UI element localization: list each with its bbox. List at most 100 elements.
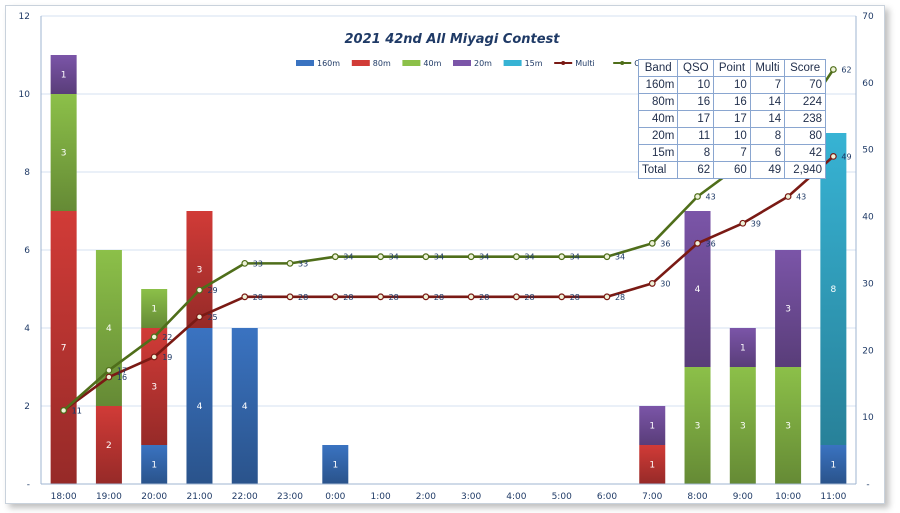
point-QSO	[241, 259, 249, 267]
x-tick-label: 0:00	[325, 492, 345, 502]
point-QSO	[422, 253, 430, 261]
point-label-QSO: 62	[841, 65, 851, 74]
bar-80m	[141, 328, 168, 445]
cell-point: 16	[713, 93, 751, 111]
cell-total-multi: 49	[749, 161, 786, 179]
legend-label-20m: 20m	[474, 59, 492, 68]
point-Multi	[422, 293, 430, 301]
x-tick-label: 10:00	[775, 492, 801, 502]
x-tick-label: 3:00	[461, 492, 481, 502]
point-QSO	[467, 253, 475, 261]
legend-swatch-40m	[402, 60, 421, 66]
point-Multi	[150, 353, 158, 361]
bar-40m	[684, 367, 711, 484]
cell-qso: 11	[677, 127, 715, 145]
table-row: 20m 11 10 8 80	[637, 127, 826, 145]
cell-point: 17	[713, 110, 751, 128]
bar-160m	[141, 445, 168, 484]
bar-value-label: 3	[695, 422, 701, 432]
point-label-QSO: 33	[298, 259, 308, 268]
x-tick-label: 11:00	[820, 492, 846, 502]
y2-tick-label: 40	[862, 213, 874, 223]
bar-80m	[186, 211, 213, 328]
bar-20m	[775, 250, 802, 367]
point-QSO	[196, 286, 203, 294]
legend-label-40m: 40m	[423, 59, 441, 68]
point-QSO	[513, 253, 520, 261]
cell-point: 7	[713, 144, 751, 162]
point-Multi	[558, 293, 566, 301]
point-label-Multi: 19	[162, 353, 172, 362]
x-tick-label: 6:00	[597, 492, 617, 502]
bar-value-label: 1	[332, 461, 338, 471]
bar-value-label: 3	[740, 422, 746, 432]
point-label-Multi: 28	[253, 293, 263, 302]
col-header-band: Band	[637, 59, 679, 77]
score-table-header-row: Band QSO Point Multi Score	[637, 59, 826, 77]
bar-value-label: 3	[197, 266, 203, 276]
cell-total-label: Total	[637, 161, 679, 179]
legend: 160m80m40m20m15mMultiQSO	[296, 59, 652, 68]
legend-label-15m: 15m	[525, 59, 543, 68]
cell-multi: 14	[749, 110, 786, 128]
col-header-score: Score	[784, 59, 826, 77]
x-tick-label: 21:00	[187, 492, 213, 502]
cell-qso: 10	[677, 76, 715, 94]
point-label-Multi: 49	[841, 152, 851, 161]
table-total-row: Total 62 60 49 2,940	[637, 161, 826, 179]
bar-20m	[50, 55, 77, 94]
bar-15m	[820, 133, 847, 445]
cell-band: 15m	[637, 144, 679, 162]
bar-40m	[141, 289, 168, 328]
point-Multi	[784, 193, 792, 200]
point-label-QSO: 36	[660, 239, 670, 248]
point-label-Multi: 28	[479, 293, 489, 302]
point-Multi	[648, 280, 656, 287]
x-tick-label: 18:00	[51, 492, 77, 502]
bar-80m	[50, 211, 77, 484]
x-tick-label: 2:00	[416, 492, 436, 502]
point-Multi	[739, 219, 747, 227]
point-QSO	[286, 259, 294, 267]
cell-band: 20m	[637, 127, 679, 145]
point-QSO	[377, 253, 384, 261]
point-label-QSO: 17	[117, 366, 127, 375]
col-header-multi: Multi	[749, 59, 786, 77]
cell-total-qso: 62	[677, 161, 715, 179]
bar-value-label: 1	[649, 422, 655, 432]
point-Multi	[603, 293, 611, 301]
cell-qso: 8	[677, 144, 715, 162]
point-label-Multi: 28	[434, 293, 444, 302]
y-tick-label: 6	[24, 246, 30, 256]
point-label-QSO: 33	[253, 259, 263, 268]
point-QSO	[829, 66, 837, 73]
table-row: 40m 17 17 14 238	[637, 110, 826, 128]
bar-160m	[186, 328, 213, 484]
y2-tick-label: 10	[862, 413, 874, 423]
legend-swatch-160m	[296, 60, 314, 66]
bar-value-label: 3	[61, 149, 67, 159]
bar-value-label: 1	[649, 461, 655, 471]
bar-value-label: 7	[61, 344, 67, 354]
line-QSO	[62, 68, 835, 412]
bar-value-label: 8	[830, 285, 836, 295]
cell-qso: 17	[677, 110, 715, 128]
cell-multi: 7	[749, 76, 786, 94]
x-tick-label: 8:00	[687, 492, 707, 502]
table-row: 80m 16 16 14 224	[637, 93, 826, 111]
point-label-Multi: 28	[615, 293, 625, 302]
bar-20m	[684, 211, 711, 367]
point-label-QSO: 34	[615, 253, 625, 262]
bar-40m	[50, 94, 77, 211]
point-label-QSO: 34	[434, 253, 444, 262]
point-label-QSO: 43	[706, 193, 716, 202]
point-label-Multi: 11	[72, 406, 82, 415]
bar-80m	[639, 445, 666, 484]
point-QSO	[603, 253, 611, 261]
bar-160m	[322, 445, 349, 484]
cell-score: 70	[784, 76, 826, 94]
bar-value-label: 3	[785, 422, 791, 432]
bar-value-label: 1	[151, 461, 157, 471]
y2-tick-label: -	[866, 480, 869, 490]
